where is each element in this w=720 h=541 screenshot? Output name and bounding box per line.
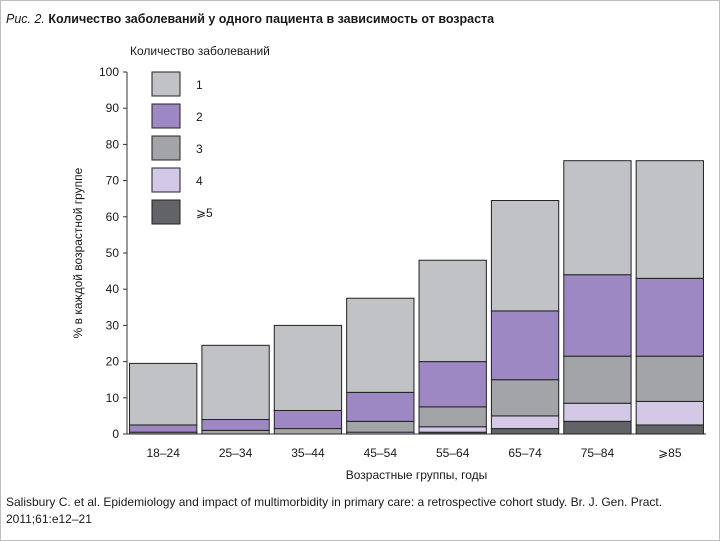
figure-title-text: Количество заболеваний у одного пациента… xyxy=(48,12,495,26)
bar-segment xyxy=(490,200,560,312)
y-tick-label: 100 xyxy=(99,65,119,79)
x-tick-label: 45–54 xyxy=(364,446,398,460)
y-axis-title: % в каждой возрастной группе xyxy=(71,167,85,338)
legend-swatch xyxy=(151,135,181,161)
legend-swatch xyxy=(151,199,181,225)
x-tick-label: 25–34 xyxy=(219,446,253,460)
bar-segment xyxy=(563,160,632,276)
bar-segment xyxy=(201,429,270,435)
bar-segment xyxy=(635,277,704,357)
bar-segment xyxy=(563,274,632,357)
y-tick-label: 20 xyxy=(106,355,120,369)
y-tick-label: 60 xyxy=(106,210,120,224)
legend-swatch xyxy=(151,167,181,193)
bar-segment xyxy=(563,355,632,404)
legend-swatch xyxy=(151,103,181,129)
bar-segment xyxy=(635,355,704,402)
y-tick-label: 30 xyxy=(106,318,120,332)
bar-segment xyxy=(490,310,560,381)
y-tick-label: 80 xyxy=(106,137,120,151)
bar-segment xyxy=(563,420,632,435)
x-tick-label: 18–24 xyxy=(147,446,181,460)
x-tick-label: ⩾85 xyxy=(658,446,682,460)
bar-segment xyxy=(129,362,198,426)
bar-segment xyxy=(346,297,415,393)
bar-segment xyxy=(418,259,487,363)
y-tick-label: 40 xyxy=(106,282,120,296)
figure-title: Рис. 2. Количество заболеваний у одного … xyxy=(6,12,494,26)
bar-segment xyxy=(635,160,704,279)
x-tick-label: 65–74 xyxy=(508,446,542,460)
y-tick-label: 0 xyxy=(112,427,119,441)
bar-segment xyxy=(635,424,704,435)
legend-label: 4 xyxy=(196,174,203,188)
bar-segment xyxy=(418,406,487,428)
x-tick-label: 75–84 xyxy=(581,446,615,460)
legend-title: Количество заболеваний xyxy=(130,44,270,58)
bar-segment xyxy=(273,428,343,435)
bar-segment xyxy=(346,391,415,422)
legend-swatch xyxy=(151,71,181,97)
bar-segment xyxy=(490,415,560,430)
bar-segment xyxy=(273,324,343,411)
figure-label: Рис. 2. xyxy=(6,12,45,26)
bar-segment xyxy=(346,420,415,433)
y-tick-label: 90 xyxy=(106,101,120,115)
bar-segment xyxy=(490,379,560,417)
bar-segment xyxy=(418,361,487,408)
bar-segment xyxy=(129,424,198,433)
x-axis-title: Возрастные группы, годы xyxy=(346,468,488,482)
x-tick-label: 35–44 xyxy=(291,446,325,460)
bar-segment xyxy=(201,419,270,431)
y-tick-label: 50 xyxy=(106,246,120,260)
bar-segment xyxy=(635,400,704,426)
legend-label: 3 xyxy=(196,142,203,156)
legend-label: 1 xyxy=(196,78,203,92)
y-tick-label: 70 xyxy=(106,174,120,188)
bar-segment xyxy=(490,428,560,435)
bar-segment xyxy=(201,344,270,421)
legend-label: 2 xyxy=(196,110,203,124)
legend-label: ⩾5 xyxy=(196,206,213,220)
y-tick-label: 10 xyxy=(106,391,120,405)
bar-segment xyxy=(563,402,632,422)
stacked-bar-chart: 0 10 20 30 40 50 60 70 80 90 100 % в каждой возраст… xyxy=(71,44,706,482)
x-tick-label: 55–64 xyxy=(436,446,470,460)
bar-segment xyxy=(273,409,343,430)
bar-segment xyxy=(418,426,487,433)
source-citation: Salisbury C. et al. Epidemiology and imp… xyxy=(6,495,663,526)
